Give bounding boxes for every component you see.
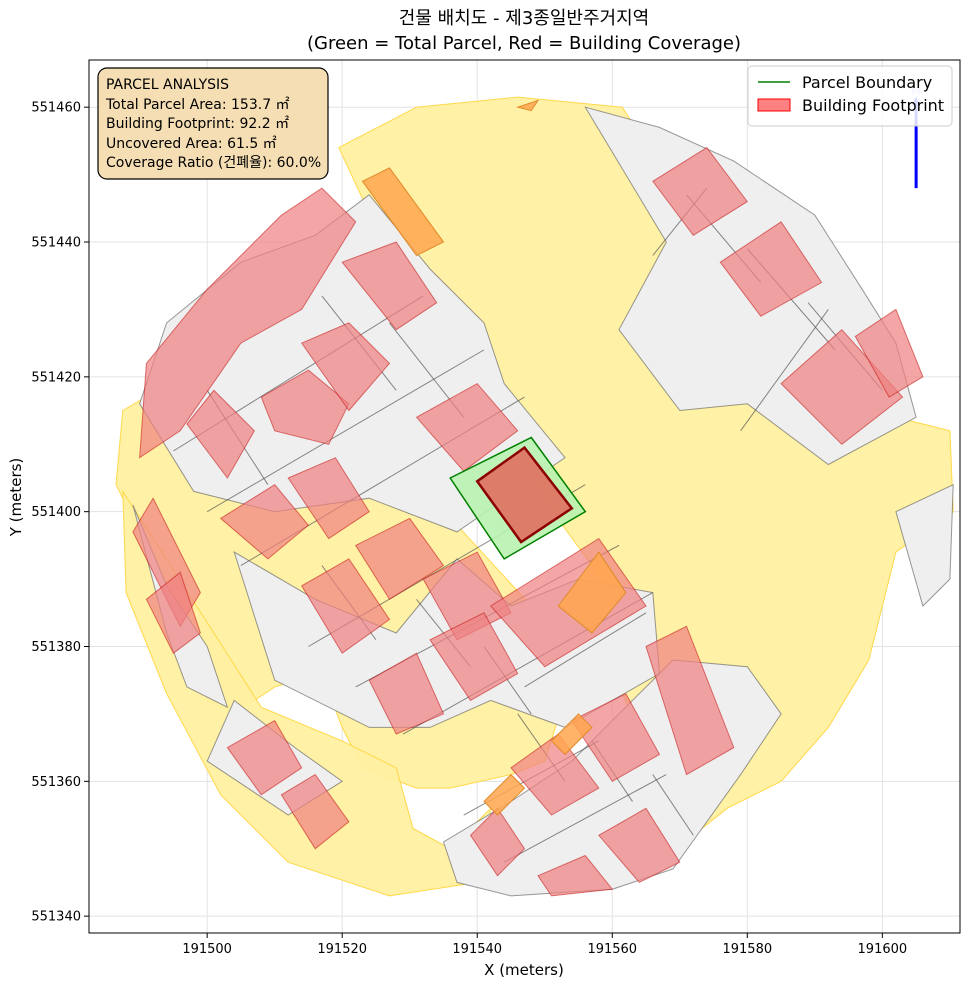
building-footprint — [139, 187, 357, 459]
legend-building-swatch — [757, 98, 791, 112]
building-footprint — [368, 652, 445, 735]
plot-area: N — [88, 59, 961, 934]
legend-frame — [747, 65, 953, 127]
building-footprint — [145, 571, 201, 654]
building-footprint — [415, 382, 519, 472]
building-footprint — [287, 457, 370, 540]
y-tick-label: 551460 — [31, 101, 81, 116]
legend-building-label: Building Footprint — [802, 96, 944, 115]
target-building — [475, 445, 574, 544]
x-tick-label: 191600 — [858, 942, 908, 957]
x-tick-label: 191520 — [317, 942, 367, 957]
y-tick-label: 551340 — [31, 910, 81, 925]
building-footprint — [280, 773, 350, 850]
analysis-line: Building Footprint: 92.2 ㎡ — [106, 116, 289, 132]
legend-parcel-label: Parcel Boundary — [802, 73, 932, 92]
plot-frame — [88, 59, 961, 934]
target-parcel-layer — [449, 436, 587, 560]
parcel-line — [740, 309, 829, 432]
analysis-line: Coverage Ratio (건폐율): 60.0% — [106, 155, 321, 171]
x-tick-label: 191560 — [587, 942, 637, 957]
orange-building — [483, 773, 526, 816]
y-tick-label: 551380 — [31, 640, 81, 655]
parcel-line — [524, 612, 647, 688]
parcel-line — [206, 349, 485, 513]
analysis-box-frame — [97, 67, 329, 180]
building-footprint — [537, 854, 614, 897]
building-footprint — [469, 807, 526, 877]
parcel-line — [504, 774, 667, 863]
building-footprint — [645, 625, 735, 776]
y-tick-label: 551420 — [31, 370, 81, 385]
analysis-line: Uncovered Area: 61.5 ㎡ — [106, 136, 277, 152]
building-footprint — [598, 807, 681, 884]
y-axis-label: Y (meters) — [7, 458, 25, 538]
block-area — [895, 483, 954, 607]
building-footprint — [780, 328, 904, 445]
orange-building — [557, 551, 627, 634]
x-tick-label: 191580 — [722, 942, 772, 957]
orange-building — [550, 713, 593, 756]
orange-building — [515, 99, 540, 112]
building-footprint — [186, 389, 256, 479]
building-footprint — [652, 146, 749, 236]
building-footprint — [854, 308, 924, 398]
y-tick-label: 551360 — [31, 775, 81, 790]
building-footprint — [226, 719, 303, 796]
legend: Parcel Boundary Building Footprint — [747, 65, 953, 127]
building-footprint — [571, 693, 661, 782]
x-tick-label: 191500 — [182, 942, 232, 957]
parcel-line — [652, 774, 694, 836]
orange-building — [361, 167, 445, 257]
building-footprint — [341, 241, 438, 331]
ticks-layer: 191500 191520 191540 191560 191580 191600 5513… — [31, 101, 907, 957]
y-tick-label: 551400 — [31, 505, 81, 520]
chart-title-line1: 건물 배치도 - 제3종일반주거지역 — [399, 8, 649, 29]
building-footprint — [510, 733, 600, 816]
building-footprint — [429, 612, 519, 702]
x-tick-label: 191540 — [452, 942, 502, 957]
building-footprint — [719, 221, 823, 317]
analysis-box: PARCEL ANALYSIS Total Parcel Area: 153.7… — [97, 67, 329, 180]
analysis-heading: PARCEL ANALYSIS — [106, 77, 229, 93]
building-footprint — [301, 558, 391, 654]
building-footprint — [300, 322, 391, 412]
chart-title-line2: (Green = Total Parcel, Red = Building Co… — [307, 33, 741, 54]
y-tick-label: 551440 — [31, 236, 81, 251]
x-axis-label: X (meters) — [484, 961, 564, 979]
building-footprint — [260, 369, 350, 445]
building-footprint — [354, 517, 445, 600]
buildings-layer — [132, 99, 924, 897]
building-footprint — [219, 484, 310, 560]
analysis-line: Total Parcel Area: 153.7 ㎡ — [105, 97, 290, 113]
